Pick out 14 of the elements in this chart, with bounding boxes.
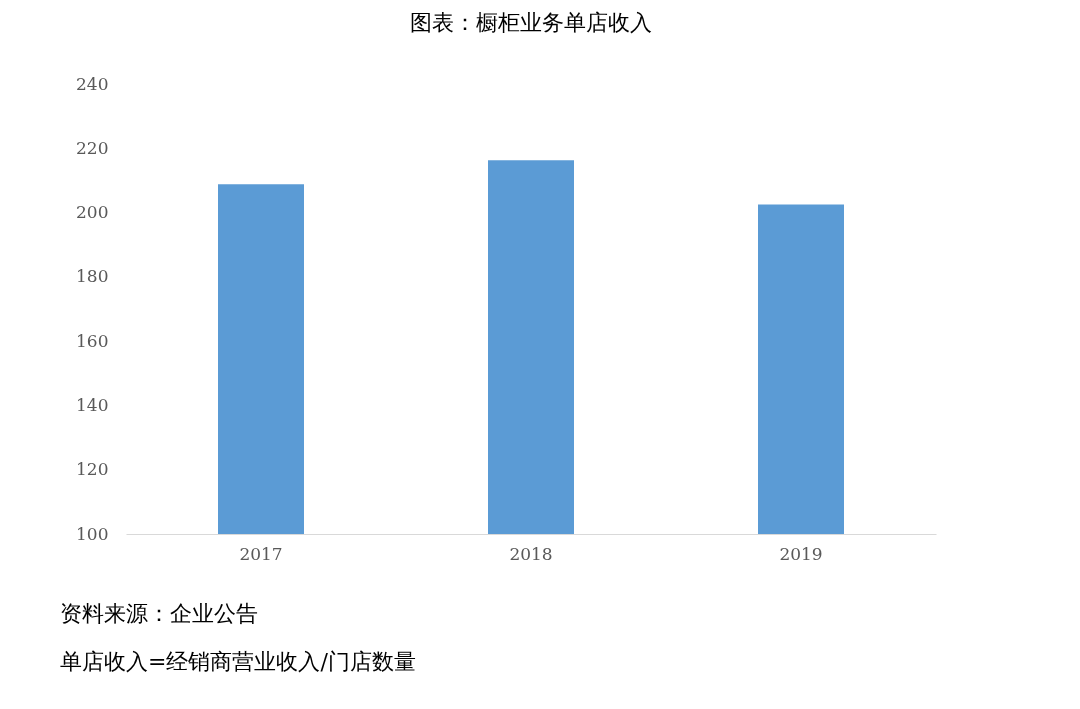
y-tick-label: 160 bbox=[76, 330, 109, 351]
y-tick-label: 240 bbox=[76, 73, 109, 94]
y-tick-label: 140 bbox=[76, 394, 109, 415]
y-tick-label: 180 bbox=[76, 266, 109, 287]
y-tick-label: 120 bbox=[76, 459, 109, 480]
x-tick-label: 2018 bbox=[509, 543, 553, 564]
x-tick-label: 2017 bbox=[239, 543, 283, 564]
text: 单店收入=经销商营业收入/门店数量 bbox=[60, 649, 416, 674]
chart-title: 图表：橱柜业务单店收入 bbox=[410, 10, 652, 35]
y-tick-label: 200 bbox=[76, 202, 109, 223]
y-tick-label: 100 bbox=[76, 523, 109, 544]
x-tick-label: 2019 bbox=[779, 543, 823, 564]
y-tick-label: 220 bbox=[76, 137, 109, 158]
text: 资料来源：企业公告 bbox=[60, 601, 258, 626]
